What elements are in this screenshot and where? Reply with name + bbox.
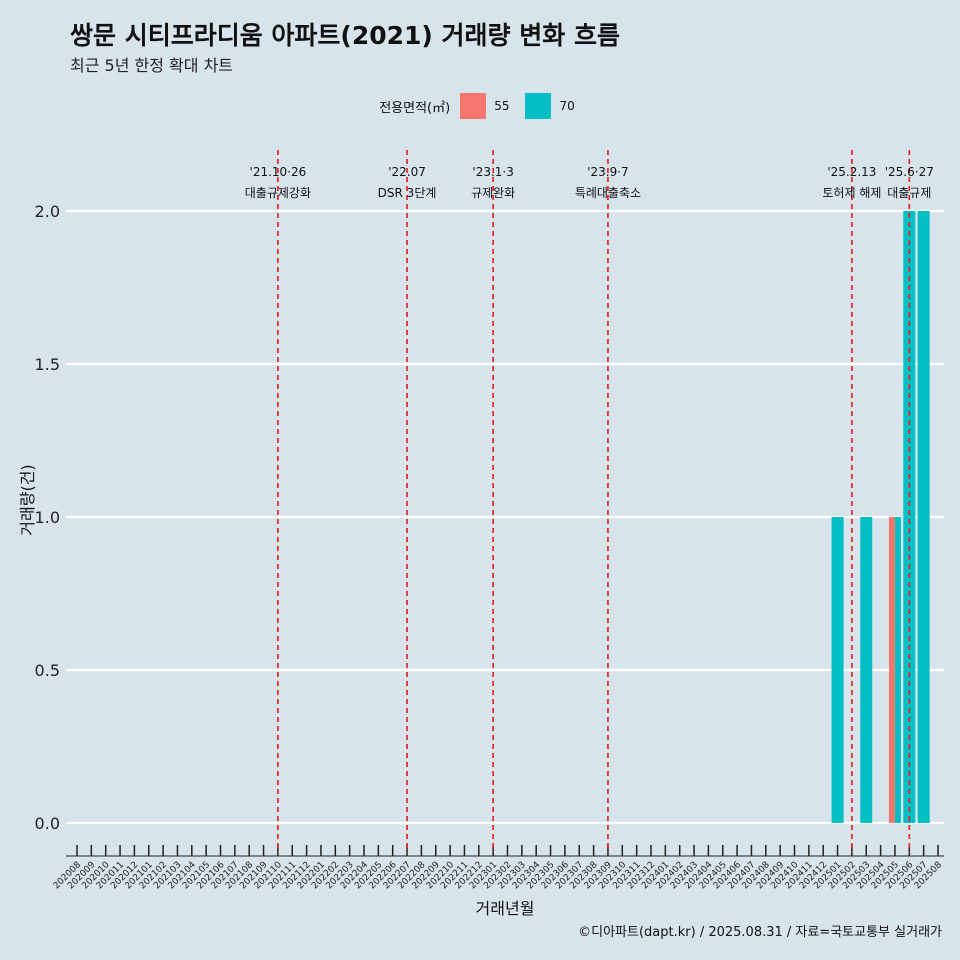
bar-70-202506 [903, 211, 916, 823]
chart-subtitle: 최근 5년 한정 확대 차트 [70, 56, 234, 75]
bar-70-202503 [860, 517, 873, 823]
annotation-label: DSR 3단계 [378, 186, 437, 200]
legend-label-70: 70 [559, 99, 575, 113]
annotation-label: 대출규제강화 [245, 186, 311, 200]
annotation-date: '22.07 [388, 165, 426, 179]
bar-70-202501 [831, 517, 844, 823]
annotation-label: 특례대출축소 [575, 186, 641, 200]
legend: 전용면적(㎡) 55 70 [0, 93, 960, 119]
bar-70-202507 [917, 211, 930, 823]
y-tick-label: 0.0 [35, 814, 60, 833]
annotation-date: '23.9·7 [587, 165, 628, 179]
y-tick-label: 0.5 [35, 661, 60, 680]
annotation-date: '25.6·27 [885, 165, 934, 179]
annotation-label: 규제완화 [471, 186, 515, 200]
bar-55-202505 [888, 517, 895, 823]
annotation-date: '21.10·26 [250, 165, 307, 179]
legend-swatch-55 [460, 93, 487, 119]
legend-swatch-70 [525, 93, 552, 119]
y-axis-title: 거래량(건) [18, 464, 37, 535]
x-axis-title: 거래년월 [476, 899, 535, 918]
y-tick-label: 1.0 [35, 508, 60, 527]
y-tick-label: 2.0 [35, 202, 60, 221]
caption: ©디아파트(dapt.kr) / 2025.08.31 / 자료=국토교통부 실… [578, 925, 942, 940]
bar-70-202505 [894, 517, 901, 823]
legend-title: 전용면적(㎡) [379, 100, 451, 116]
legend-label-55: 55 [494, 99, 510, 113]
annotation-date: '25.2.13 [827, 165, 876, 179]
annotation-label: 대출규제 [887, 186, 931, 200]
y-tick-label: 1.5 [35, 355, 60, 374]
annotation-date: '23.1·3 [472, 165, 513, 179]
annotation-label: 토허제 해제 [822, 186, 881, 200]
chart-title: 쌍문 시티프라디움 아파트(2021) 거래량 변화 흐름 [70, 21, 620, 50]
